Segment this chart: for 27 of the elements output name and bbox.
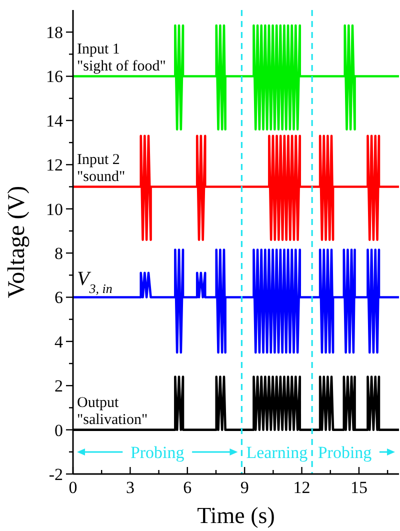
x-tick-label: 9 [240,478,249,497]
x-tick-label: 6 [183,478,192,497]
y-tick-label: 14 [46,111,64,130]
y-tick-label: 4 [54,332,64,352]
y-tick-label: 6 [54,288,63,308]
x-tick-label: 12 [293,478,310,497]
series-label: V$_{3, in}$ [77,268,112,296]
y-axis-title: Voltage (V) [4,186,30,298]
x-tick-label: 3 [126,478,134,497]
annotation: Probing [130,442,185,462]
series-label: Input 1 "sight of food" [77,41,166,74]
x-tick-label: 0 [68,478,78,497]
y-tick-label: 8 [54,244,63,263]
y-tick-label: -2 [48,464,63,484]
y-tick-label: 10 [46,200,63,219]
y-tick-label: 2 [54,376,63,396]
annotation: Probing [318,442,372,462]
y-tick-label: 12 [46,156,63,175]
annotation: Learning [246,442,308,462]
y-tick-label: 16 [46,67,63,86]
y-tick-label: 0 [54,420,63,440]
x-axis-title: Time (s) [197,503,275,528]
y-tick-label: 18 [46,23,63,42]
x-tick-label: 15 [350,478,368,497]
series-label: Output "salivation" [77,394,148,428]
line-series [72,248,400,354]
series-label: Input 2 "sound" [77,152,126,185]
